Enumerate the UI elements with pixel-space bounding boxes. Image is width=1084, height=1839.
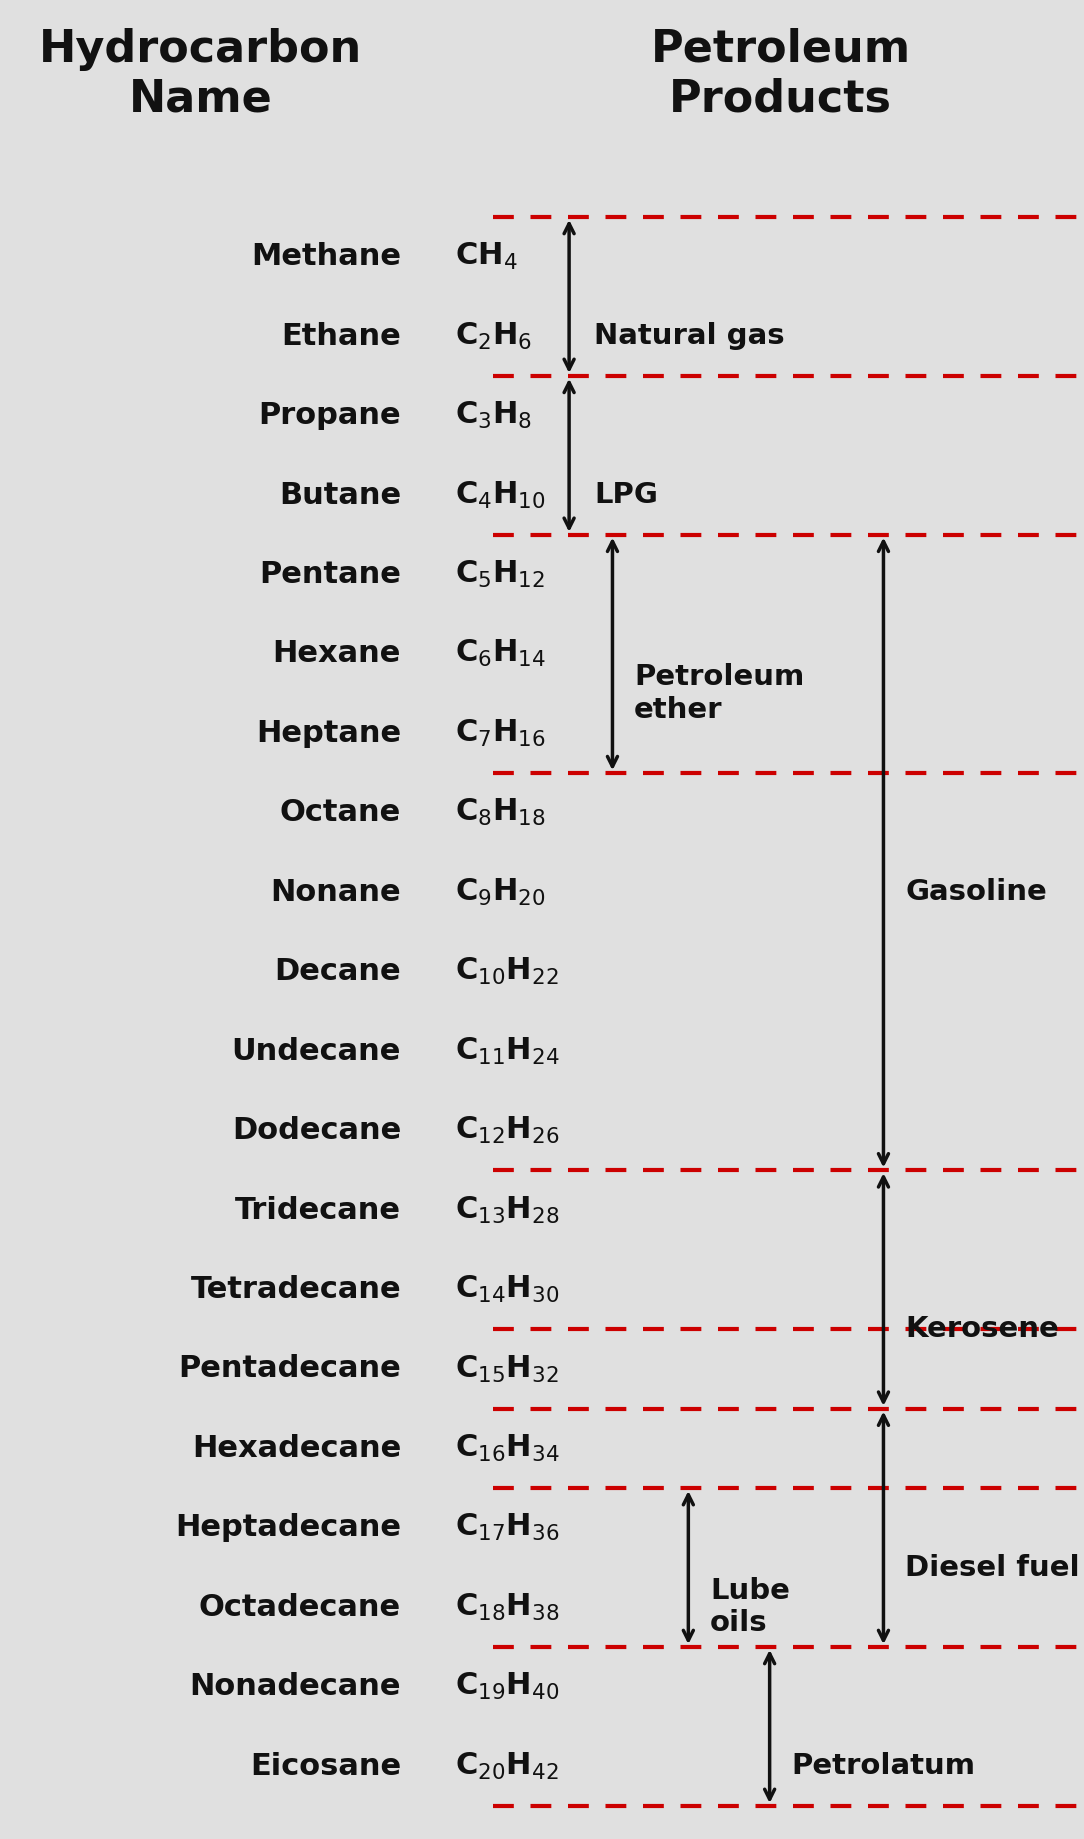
Text: Butane: Butane bbox=[279, 480, 401, 509]
Text: C$_{18}$H$_{38}$: C$_{18}$H$_{38}$ bbox=[455, 1593, 559, 1622]
Text: Eicosane: Eicosane bbox=[250, 1753, 401, 1780]
Text: Methane: Methane bbox=[251, 243, 401, 270]
Text: Undecane: Undecane bbox=[232, 1037, 401, 1065]
Text: Octane: Octane bbox=[280, 798, 401, 828]
Text: Nonadecane: Nonadecane bbox=[190, 1672, 401, 1701]
Text: LPG: LPG bbox=[594, 482, 658, 509]
Text: Kerosene: Kerosene bbox=[905, 1315, 1059, 1342]
Text: C$_6$H$_{14}$: C$_6$H$_{14}$ bbox=[455, 638, 546, 669]
Text: C$_4$H$_{10}$: C$_4$H$_{10}$ bbox=[455, 480, 546, 511]
Text: C$_{20}$H$_{42}$: C$_{20}$H$_{42}$ bbox=[455, 1751, 559, 1782]
Text: CH$_4$: CH$_4$ bbox=[455, 241, 518, 272]
Text: Tetradecane: Tetradecane bbox=[191, 1274, 401, 1304]
Text: C$_{11}$H$_{24}$: C$_{11}$H$_{24}$ bbox=[455, 1035, 559, 1067]
Text: C$_2$H$_6$: C$_2$H$_6$ bbox=[455, 320, 532, 351]
Text: C$_3$H$_8$: C$_3$H$_8$ bbox=[455, 401, 532, 430]
Text: Propane: Propane bbox=[258, 401, 401, 430]
Text: C$_{13}$H$_{28}$: C$_{13}$H$_{28}$ bbox=[455, 1195, 559, 1225]
Text: Petroleum
Products: Petroleum Products bbox=[650, 28, 911, 120]
Text: C$_5$H$_{12}$: C$_5$H$_{12}$ bbox=[455, 559, 545, 590]
Text: Hexadecane: Hexadecane bbox=[192, 1434, 401, 1462]
Text: C$_{15}$H$_{32}$: C$_{15}$H$_{32}$ bbox=[455, 1354, 559, 1385]
Text: Ethane: Ethane bbox=[282, 322, 401, 351]
Text: Nonane: Nonane bbox=[270, 877, 401, 907]
Text: C$_{17}$H$_{36}$: C$_{17}$H$_{36}$ bbox=[455, 1512, 559, 1543]
Text: Heptadecane: Heptadecane bbox=[176, 1513, 401, 1543]
Text: Tridecane: Tridecane bbox=[235, 1195, 401, 1225]
Text: Octadecane: Octadecane bbox=[199, 1593, 401, 1622]
Text: C$_{10}$H$_{22}$: C$_{10}$H$_{22}$ bbox=[455, 956, 559, 988]
Text: C$_8$H$_{18}$: C$_8$H$_{18}$ bbox=[455, 798, 546, 828]
Text: Decane: Decane bbox=[274, 958, 401, 986]
Text: Dodecane: Dodecane bbox=[232, 1116, 401, 1146]
Text: Hydrocarbon
Name: Hydrocarbon Name bbox=[39, 28, 362, 120]
Text: Natural gas: Natural gas bbox=[594, 322, 785, 349]
Text: C$_7$H$_{16}$: C$_7$H$_{16}$ bbox=[455, 717, 546, 748]
Text: Petroleum
ether: Petroleum ether bbox=[634, 664, 804, 725]
Text: Pentadecane: Pentadecane bbox=[179, 1355, 401, 1383]
Text: Diesel fuel: Diesel fuel bbox=[905, 1554, 1080, 1582]
Text: Lube
oils: Lube oils bbox=[710, 1578, 790, 1637]
Text: Gasoline: Gasoline bbox=[905, 879, 1047, 907]
Text: C$_{12}$H$_{26}$: C$_{12}$H$_{26}$ bbox=[455, 1114, 559, 1146]
Text: C$_{19}$H$_{40}$: C$_{19}$H$_{40}$ bbox=[455, 1672, 559, 1703]
Text: C$_9$H$_{20}$: C$_9$H$_{20}$ bbox=[455, 877, 546, 908]
Text: C$_{14}$H$_{30}$: C$_{14}$H$_{30}$ bbox=[455, 1274, 559, 1306]
Text: Pentane: Pentane bbox=[259, 561, 401, 588]
Text: Heptane: Heptane bbox=[256, 719, 401, 748]
Text: Petrolatum: Petrolatum bbox=[791, 1753, 976, 1780]
Text: C$_{16}$H$_{34}$: C$_{16}$H$_{34}$ bbox=[455, 1433, 559, 1464]
Text: Hexane: Hexane bbox=[273, 640, 401, 668]
